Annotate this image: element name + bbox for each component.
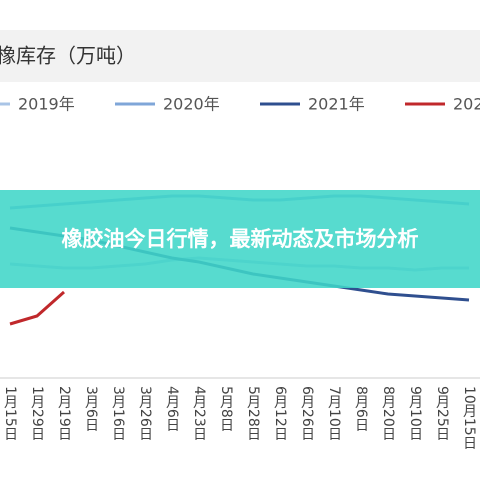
x-tick-label: 9月25日 <box>434 386 450 441</box>
x-tick-label: 5月8日 <box>218 386 234 432</box>
banner-text: 橡胶油今日行情，最新动态及市场分析 <box>61 227 419 251</box>
chart-title: 橡库存（万吨） <box>0 44 136 68</box>
x-tick-label: 3月6日 <box>83 386 99 432</box>
x-tick-label: 6月12日 <box>272 386 288 441</box>
header-band <box>0 30 480 82</box>
x-tick-label: 3月16日 <box>110 386 126 441</box>
x-tick-label: 8月20日 <box>380 386 396 441</box>
legend-label: 2020年 <box>163 95 220 114</box>
x-tick-label: 4月23日 <box>191 386 207 441</box>
x-tick-label: 8月6日 <box>353 386 369 432</box>
legend-label: 2022年 <box>453 95 480 114</box>
x-tick-label: 5月28日 <box>245 386 261 441</box>
x-tick-label: 4月6日 <box>164 386 180 432</box>
legend-label: 2021年 <box>308 95 365 114</box>
series-line <box>9 290 65 326</box>
x-tick-label: 10月15日 <box>461 386 477 450</box>
x-tick-label: 7月10日 <box>326 386 342 441</box>
x-tick-label: 3月26日 <box>137 386 153 441</box>
x-tick-label: 9月10日 <box>407 386 423 441</box>
x-tick-label: 2月19日 <box>56 386 72 441</box>
x-tick-label: 1月29日 <box>29 386 45 441</box>
legend-label: 2019年 <box>18 95 75 114</box>
x-tick-label: 6月26日 <box>299 386 315 441</box>
banner: 橡胶油今日行情，最新动态及市场分析 <box>0 190 480 288</box>
x-tick-label: 1月15日 <box>2 386 18 441</box>
